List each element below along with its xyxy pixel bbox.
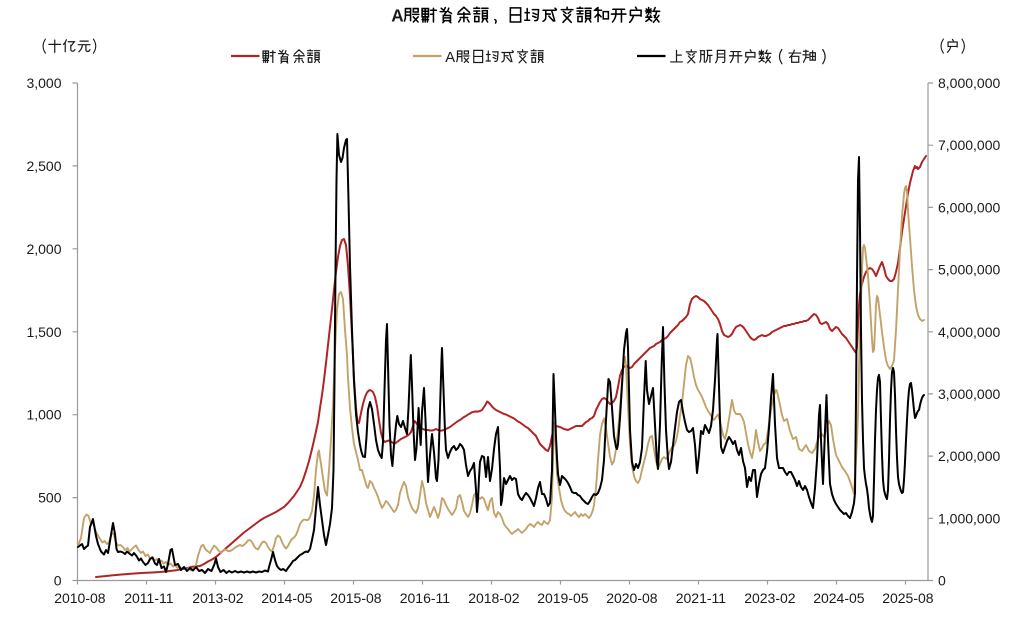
svg-text:A: A	[391, 5, 403, 25]
svg-text:2021-11: 2021-11	[676, 590, 727, 606]
svg-text:A: A	[445, 50, 455, 66]
svg-text:2023-02: 2023-02	[744, 590, 796, 606]
svg-text:8,000,000: 8,000,000	[938, 75, 1000, 91]
svg-text:2013-02: 2013-02	[192, 590, 244, 606]
svg-text:2019-05: 2019-05	[537, 590, 589, 606]
svg-text:2016-11: 2016-11	[400, 590, 451, 606]
svg-text:2010-08: 2010-08	[54, 590, 106, 606]
svg-text:0: 0	[54, 573, 62, 589]
svg-text:7,000,000: 7,000,000	[938, 137, 1000, 153]
svg-text:4,000,000: 4,000,000	[938, 324, 1000, 340]
svg-text:2,500: 2,500	[26, 158, 61, 174]
svg-text:2024-05: 2024-05	[813, 590, 865, 606]
svg-text:1,000: 1,000	[26, 407, 61, 423]
svg-text:5,000,000: 5,000,000	[938, 262, 1000, 278]
svg-text:0: 0	[938, 573, 946, 589]
svg-text:3,000: 3,000	[26, 75, 61, 91]
svg-text:2015-08: 2015-08	[330, 590, 382, 606]
svg-text:6,000,000: 6,000,000	[938, 199, 1000, 215]
svg-text:500: 500	[38, 490, 62, 506]
svg-text:2,000: 2,000	[26, 241, 61, 257]
svg-text:2014-05: 2014-05	[261, 590, 313, 606]
svg-text:2011-11: 2011-11	[124, 590, 174, 606]
svg-text:1,000,000: 1,000,000	[938, 510, 1000, 526]
svg-text:3,000,000: 3,000,000	[938, 386, 1000, 402]
svg-text:2025-08: 2025-08	[882, 590, 934, 606]
svg-text:2020-08: 2020-08	[606, 590, 658, 606]
svg-text:2018-02: 2018-02	[468, 590, 520, 606]
svg-text:1,500: 1,500	[26, 324, 61, 340]
svg-text:2,000,000: 2,000,000	[938, 448, 1000, 464]
